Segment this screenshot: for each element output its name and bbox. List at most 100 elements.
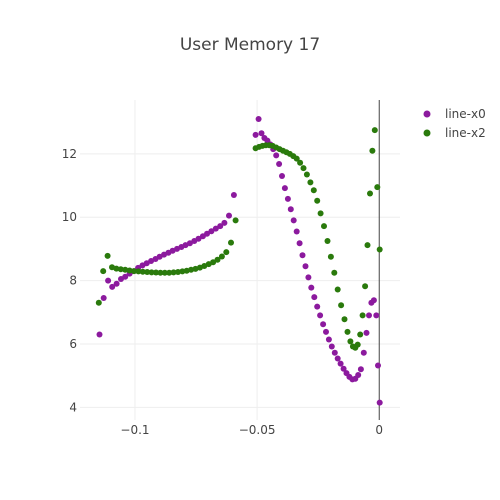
data-point <box>341 316 348 323</box>
chart-title: User Memory 17 <box>180 35 320 55</box>
legend-marker-line-x2 <box>423 129 431 137</box>
legend-marker-line-x0 <box>423 110 431 118</box>
data-point <box>144 269 151 275</box>
data-point <box>255 116 262 122</box>
data-point <box>281 185 288 192</box>
data-point <box>308 284 315 291</box>
data-point <box>363 329 370 336</box>
data-point <box>232 217 239 224</box>
data-point <box>139 268 146 275</box>
data-point <box>331 349 338 356</box>
data-point <box>117 266 124 273</box>
data-point <box>293 228 300 235</box>
data-point <box>373 312 380 319</box>
data-point <box>307 179 314 186</box>
data-point <box>276 161 283 167</box>
data-point <box>230 192 237 198</box>
data-point <box>357 366 364 373</box>
data-point <box>273 152 280 159</box>
data-point <box>296 240 303 247</box>
data-point <box>279 173 285 179</box>
data-point <box>299 252 306 259</box>
data-point <box>305 274 312 281</box>
data-point <box>337 360 344 367</box>
data-point <box>148 269 155 276</box>
data-point <box>195 235 202 242</box>
data-point <box>95 299 102 306</box>
data-point <box>214 256 221 263</box>
data-point <box>100 295 107 301</box>
legend-item-line-x2[interactable]: line-x2 <box>423 126 486 140</box>
data-point <box>226 212 232 219</box>
data-point <box>221 219 228 226</box>
data-point <box>122 266 129 273</box>
data-point <box>293 155 300 162</box>
x-tick-label: −0.05 <box>239 423 276 437</box>
data-point <box>317 312 324 319</box>
data-point <box>369 147 376 154</box>
y-tick-label: 8 <box>69 274 77 288</box>
data-point <box>284 195 291 202</box>
data-point <box>204 230 210 237</box>
data-point <box>317 210 324 217</box>
data-point <box>327 253 334 260</box>
data-point <box>217 223 224 230</box>
data-point <box>135 268 142 275</box>
y-tick-label: 12 <box>62 147 77 161</box>
data-point <box>131 268 137 275</box>
data-point <box>362 283 369 290</box>
data-point <box>370 297 377 304</box>
data-point <box>366 312 372 319</box>
data-point <box>153 269 159 276</box>
data-point <box>126 267 133 274</box>
data-point <box>122 273 129 280</box>
data-point <box>96 331 103 338</box>
data-point <box>354 341 361 348</box>
data-point <box>290 217 297 224</box>
data-point <box>252 131 259 138</box>
x-tick-label: 0 <box>375 423 383 437</box>
legend: line-x0 line-x2 <box>423 107 486 140</box>
legend-item-line-x0[interactable]: line-x0 <box>423 107 486 121</box>
data-point <box>310 187 317 194</box>
plot-area <box>95 116 383 406</box>
data-point <box>100 268 107 275</box>
data-point <box>338 302 345 309</box>
data-point <box>228 239 234 246</box>
data-point <box>360 349 367 356</box>
data-point <box>212 225 219 232</box>
series-line-x2 <box>95 127 383 351</box>
data-point <box>208 228 215 235</box>
data-point <box>105 277 112 284</box>
data-point <box>175 269 181 275</box>
data-point <box>331 269 338 276</box>
data-point <box>314 197 321 204</box>
data-point <box>344 328 351 335</box>
data-point <box>311 294 318 301</box>
data-point <box>320 321 327 328</box>
grid-layer <box>80 100 400 420</box>
data-point <box>325 336 332 343</box>
series-line-x0 <box>96 116 383 406</box>
data-point <box>218 253 225 260</box>
data-point <box>300 165 307 172</box>
data-point <box>355 372 362 378</box>
data-point <box>113 265 120 272</box>
data-point <box>287 206 294 213</box>
data-point <box>374 184 381 191</box>
data-point <box>302 263 309 270</box>
data-point <box>323 328 329 335</box>
data-point <box>376 399 383 406</box>
data-point <box>161 269 168 276</box>
data-point <box>314 303 321 310</box>
data-point <box>347 338 354 345</box>
data-point <box>113 280 120 287</box>
data-point <box>328 343 335 350</box>
data-point <box>297 159 304 166</box>
legend-label-line-x2: line-x2 <box>445 126 486 140</box>
data-point <box>210 259 217 266</box>
y-tick-label: 6 <box>69 337 77 351</box>
y-tick-label: 4 <box>69 400 77 414</box>
